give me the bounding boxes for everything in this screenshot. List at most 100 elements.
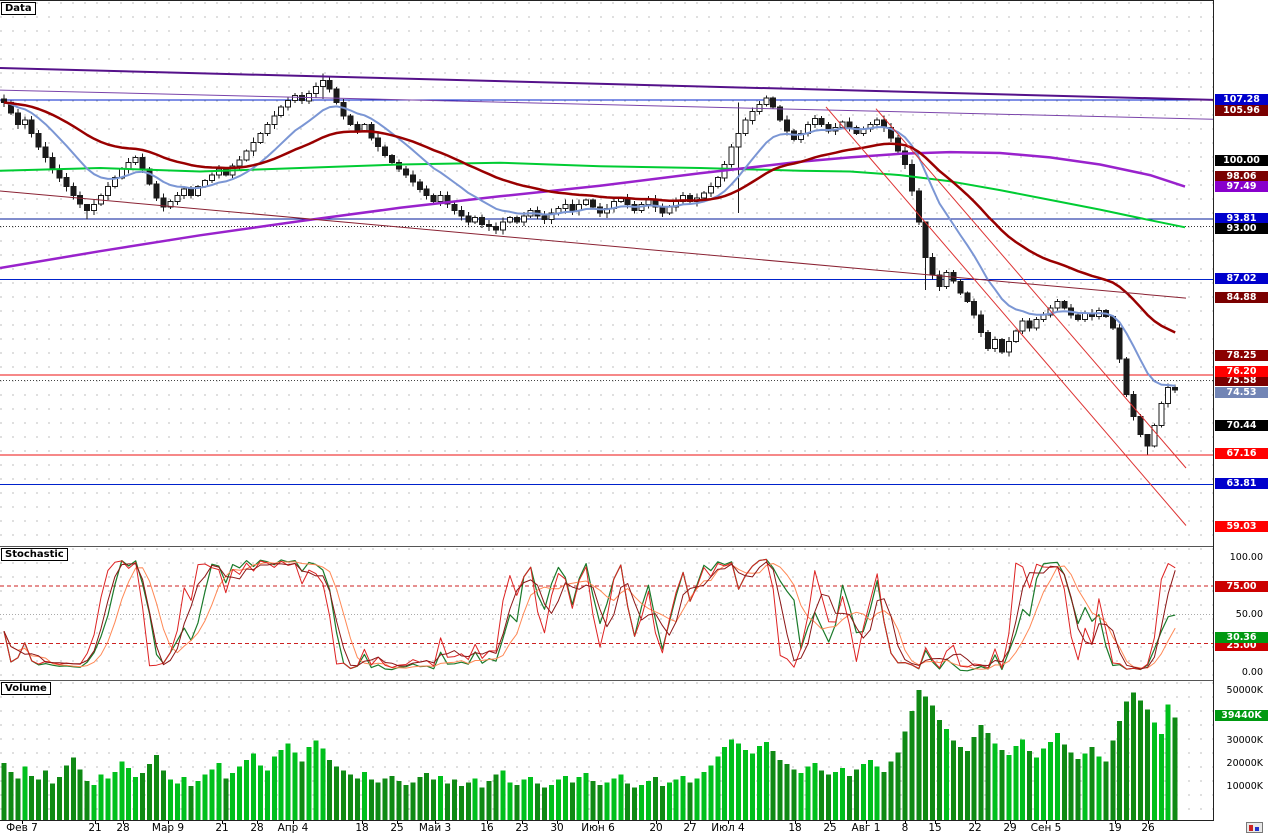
time-axis-tick <box>728 821 729 824</box>
price-axis-label: 59.03 <box>1215 521 1268 532</box>
time-axis-tick <box>866 821 867 824</box>
date-label: 22 <box>968 822 982 834</box>
price-axis-label: 98.06 <box>1215 171 1268 182</box>
date-label: 26 <box>1141 822 1155 834</box>
price-chart-canvas[interactable] <box>0 1 1213 547</box>
icon-blue-bar <box>1255 827 1259 831</box>
date-label: 15 <box>928 822 942 834</box>
time-axis-tick <box>1010 821 1011 824</box>
date-label: 18 <box>788 822 802 834</box>
price-axis[interactable]: 105.96 107.28 100.00 98.06 97.49 93.81 93.00 87… <box>1213 0 1268 821</box>
date-label: 28 <box>116 822 130 834</box>
price-axis-label: 70.44 <box>1215 420 1268 431</box>
date-label: Авг 1 <box>851 822 881 834</box>
time-axis-tick <box>397 821 398 824</box>
stoch-d9 <box>3 561 1176 670</box>
price-axis-label: 63.81 <box>1215 478 1268 489</box>
volume-panel-title: Volume <box>1 682 51 695</box>
stoch-axis-label: 50.00 <box>1235 609 1263 620</box>
date-label: 23 <box>515 822 529 834</box>
price-axis-label: 67.16 <box>1215 448 1268 459</box>
date-label: Мар 9 <box>151 822 185 834</box>
stoch-axis-label: 30.36 <box>1215 632 1268 643</box>
date-label: Июн 6 <box>581 822 615 834</box>
date-label: 28 <box>250 822 264 834</box>
time-axis-tick <box>795 821 796 824</box>
date-label: Май 3 <box>418 822 452 834</box>
time-axis-tick <box>598 821 599 824</box>
time-axis-tick <box>905 821 906 824</box>
time-axis-tick <box>935 821 936 824</box>
time-axis-tick <box>487 821 488 824</box>
date-label: 21 <box>88 822 102 834</box>
icon-red-bar <box>1249 825 1253 831</box>
date-label: 25 <box>390 822 404 834</box>
time-axis-tick <box>168 821 169 824</box>
date-label: Сен 5 <box>1030 822 1062 834</box>
date-label: 27 <box>683 822 697 834</box>
time-axis[interactable]: Фев 7 21 28 Мар 9 21 28 Апр 4 18 25 Май 3 16 23 30 Ию… <box>0 821 1268 834</box>
stoch-k9 <box>3 558 1176 672</box>
price-axis-label: 76.20 <box>1215 366 1268 377</box>
time-axis-tick <box>1148 821 1149 824</box>
time-axis-tick <box>435 821 436 824</box>
stoch-axis-label: 25.00 <box>1215 640 1268 651</box>
stoch-axis-label: 0.00 <box>1241 667 1263 678</box>
price-axis-label: 93.00 <box>1215 223 1268 234</box>
volume-canvas[interactable] <box>0 681 1213 820</box>
price-axis-label: 97.49 <box>1215 181 1268 192</box>
time-axis-tick <box>22 821 23 824</box>
time-axis-tick <box>522 821 523 824</box>
date-label: 20 <box>649 822 663 834</box>
ma-green <box>0 161 1186 229</box>
time-axis-tick <box>362 821 363 824</box>
stochastic-panel[interactable]: Stochastic <box>0 547 1213 681</box>
volume-axis-label: 20000K <box>1226 758 1263 769</box>
ema-fast <box>3 101 1176 387</box>
time-axis-tick <box>830 821 831 824</box>
date-label: 29 <box>1003 822 1017 834</box>
time-axis-tick <box>1046 821 1047 824</box>
date-label: 8 <box>901 822 909 834</box>
stoch-panel-title: Stochastic <box>1 548 68 561</box>
date-label: 16 <box>480 822 494 834</box>
date-label: 30 <box>550 822 564 834</box>
price-axis-label: 100.00 <box>1215 155 1268 166</box>
price-axis-label: 93.81 <box>1215 213 1268 224</box>
time-axis-tick <box>95 821 96 824</box>
ma-purple <box>0 150 1186 270</box>
stoch-d5 <box>3 561 1176 670</box>
time-axis-tick <box>123 821 124 824</box>
time-axis-tick <box>690 821 691 824</box>
date-label: Фев 7 <box>6 822 38 834</box>
price-axis-label: 87.02 <box>1215 273 1268 284</box>
date-label: 21 <box>215 822 229 834</box>
stoch-axis-label: 100.00 <box>1229 552 1263 563</box>
price-axis-label: 107.28 <box>1215 94 1268 105</box>
price-axis-label: 84.88 <box>1215 292 1268 303</box>
date-label: Апр 4 <box>277 822 309 834</box>
volume-panel[interactable]: Volume <box>0 681 1213 821</box>
date-label: 19 <box>1108 822 1122 834</box>
ema-slow <box>3 101 1176 334</box>
date-label: 25 <box>823 822 837 834</box>
date-label: Июл 4 <box>711 822 745 834</box>
time-axis-tick <box>1115 821 1116 824</box>
volume-axis-label: 50000K <box>1226 685 1263 696</box>
time-axis-tick <box>257 821 258 824</box>
price-axis-label: 105.96 <box>1215 105 1268 116</box>
time-axis-tick <box>656 821 657 824</box>
volume-axis-label: 39440K <box>1215 710 1268 721</box>
volume-axis-label: 10000K <box>1226 781 1263 792</box>
main-chart-panel[interactable]: Data <box>0 0 1213 547</box>
main-panel-title: Data <box>1 2 36 15</box>
stochastic-canvas[interactable] <box>0 547 1213 680</box>
price-axis-label: 78.25 <box>1215 350 1268 361</box>
chart-properties-icon[interactable] <box>1246 822 1263 833</box>
time-axis-tick <box>222 821 223 824</box>
price-axis-label: 74.53 <box>1215 387 1268 398</box>
time-axis-tick <box>975 821 976 824</box>
price-axis-label: 75.58 <box>1215 375 1268 386</box>
date-label: 18 <box>355 822 369 834</box>
